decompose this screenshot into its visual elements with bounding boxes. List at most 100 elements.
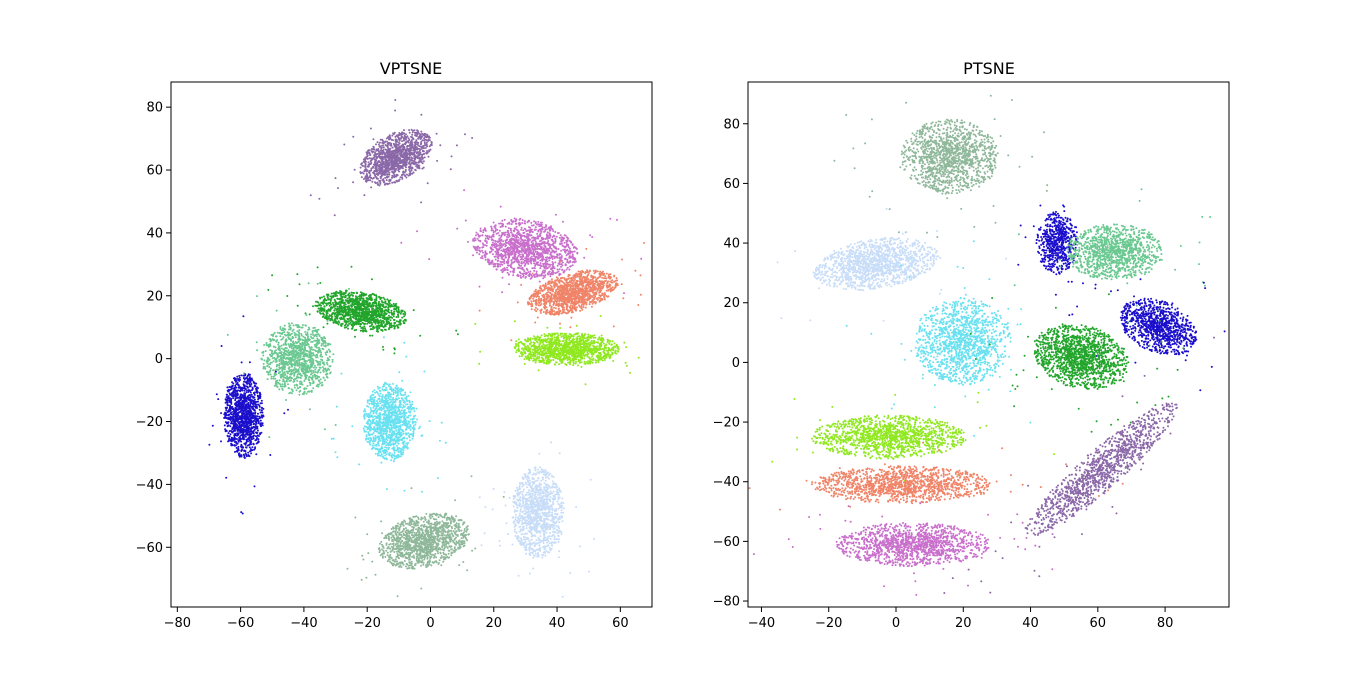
scatter-point [428,145,431,148]
scatter-point [407,141,410,144]
scatter-point [390,158,393,161]
scatter-point [521,256,524,258]
scatter-point [374,181,376,184]
scatter-point [607,288,610,291]
scatter-point [546,247,549,250]
scatter-point [473,239,476,242]
scatter-point [564,357,567,360]
scatter-point [529,258,532,261]
scatter-point [394,165,397,168]
scatter-point [592,289,595,292]
scatter-point [383,172,386,175]
scatter-point [569,252,571,255]
scatter-point [527,260,529,263]
scatter-point [410,159,413,162]
scatter-point [484,258,487,261]
scatter-point [401,136,404,139]
scatter-point [496,256,499,259]
scatter-point [493,246,496,249]
scatter-point [552,265,555,268]
scatter-point [421,135,424,138]
scatter-point [585,281,588,284]
scatter-point [405,154,408,157]
scatter-point [421,154,424,157]
scatter-point [382,157,384,160]
scatter-point [372,145,375,148]
scatter-point [426,145,429,148]
scatter-point [510,339,513,342]
scatter-point [573,333,576,336]
scatter-point [516,274,519,277]
scatter-point [381,141,384,144]
scatter-point [386,183,389,186]
scatter-point [408,158,411,161]
scatter-point [544,259,547,262]
scatter-point [373,155,376,158]
scatter-point [365,173,368,176]
scatter-point [574,260,577,263]
scatter-point [370,159,373,162]
scatter-point [558,363,561,366]
scatter-point [580,301,583,304]
scatter-point [510,239,513,242]
scatter-point [585,301,588,304]
scatter-point [562,300,565,303]
scatter-point [395,138,397,141]
scatter-point [587,278,590,281]
scatter-point [534,288,537,291]
scatter-point [382,161,385,164]
scatter-point [603,296,606,299]
scatter-point [515,225,518,228]
scatter-point [608,273,611,276]
scatter-point [584,306,587,309]
scatter-point [589,234,592,237]
scatter-point [594,276,597,279]
scatter-point [374,170,377,172]
scatter-point [550,298,553,301]
scatter-point [484,234,487,237]
scatter-point [524,257,526,260]
scatter-point [418,160,421,163]
scatter-point [603,344,606,347]
scatter-point [637,356,640,359]
scatter-point [419,145,422,148]
scatter-point [411,172,414,175]
scatter-point [491,235,494,238]
scatter-point [553,310,555,313]
scatter-point [600,271,603,274]
scatter-point [616,283,619,286]
scatter-point [539,235,542,237]
scatter-point [413,131,416,134]
scatter-point [531,236,534,239]
scatter-point [557,270,560,273]
scatter-point [480,256,482,259]
scatter-point [574,276,577,279]
scatter-point [367,165,370,168]
scatter-point [532,297,535,300]
scatter-point [563,356,565,359]
scatter-point [557,232,560,234]
scatter-point [559,310,562,313]
scatter-point [466,240,469,243]
scatter-point [602,355,605,357]
scatter-point [601,286,604,289]
scatter-point [523,358,526,361]
scatter-point [538,297,540,300]
scatter-point [551,236,554,238]
scatter-point [570,291,573,294]
scatter-point [534,321,537,324]
scatter-point [375,143,377,146]
scatter-point [560,255,563,258]
scatter-point [541,345,544,348]
scatter-point [599,291,602,293]
scatter-point [491,241,494,244]
scatter-point [379,138,382,141]
scatter-point [379,157,382,160]
scatter-point [517,254,520,257]
scatter-point [526,344,529,347]
scatter-point [534,250,537,253]
chart-title: VPTSNE [380,59,443,78]
scatter-point [502,240,505,243]
scatter-point [547,242,550,245]
scatter-point [563,289,565,292]
